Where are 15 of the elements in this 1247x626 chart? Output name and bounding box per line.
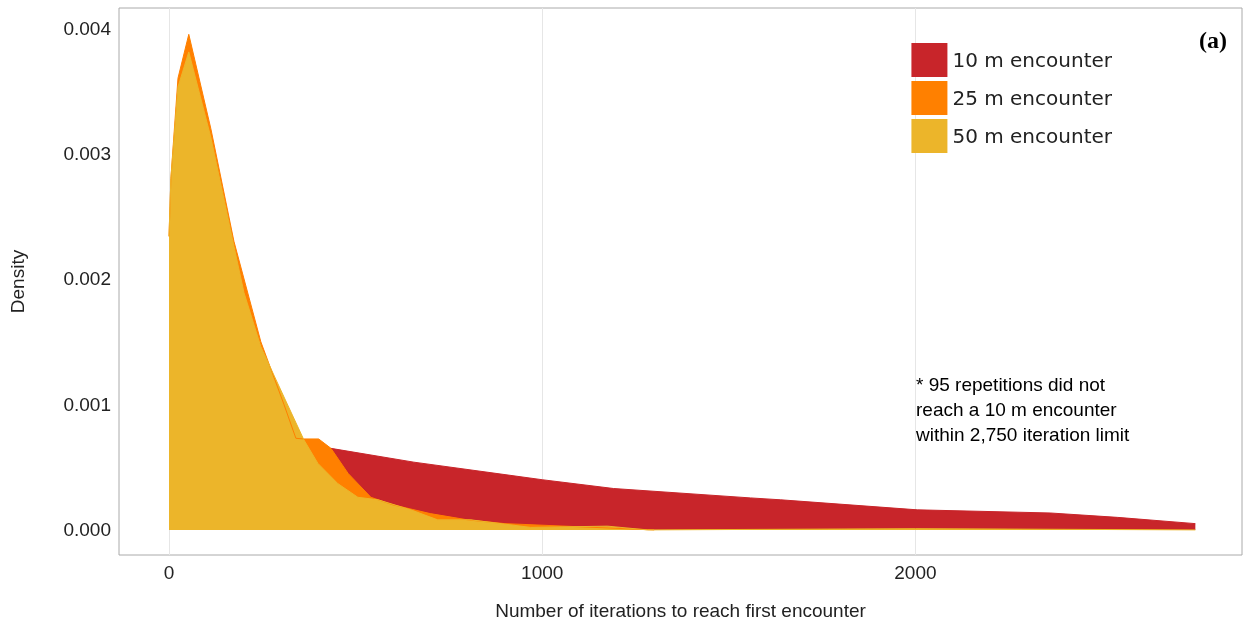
annotation: (a)	[1199, 27, 1227, 53]
legend-label: 10 m encounter	[952, 48, 1113, 72]
legend-label: 25 m encounter	[952, 86, 1113, 110]
y-tick-label: 0.003	[63, 143, 111, 165]
y-tick-label: 0.004	[63, 17, 112, 39]
y-tick-label: 0.001	[63, 393, 111, 415]
y-tick-label: 0.002	[63, 268, 111, 290]
y-axis-title: Density	[7, 249, 28, 314]
x-tick-label: 0	[163, 562, 175, 583]
annotation: * 95 repetitions did not reach a 10 m encounter within 2,750 iteration limit	[915, 374, 1131, 445]
y-tick-label: 0.000	[63, 519, 111, 541]
x-tick-label: 2000	[894, 562, 937, 583]
x-axis-title: Number of iterations to reach first encounter	[495, 600, 867, 621]
legend-label: 50 m encounter	[952, 124, 1113, 148]
x-tick-label: 1000	[521, 562, 564, 583]
